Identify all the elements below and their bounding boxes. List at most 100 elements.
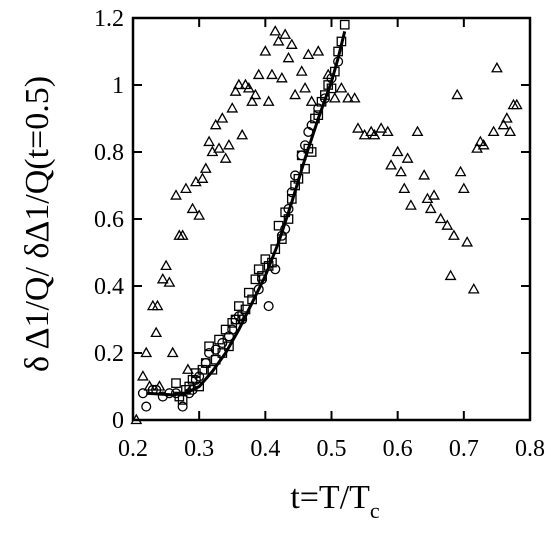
triangle-marker: [262, 95, 275, 106]
triangle-marker: [226, 102, 239, 113]
triangle-marker: [229, 85, 242, 96]
square-marker: [214, 334, 224, 345]
circle-marker: [200, 357, 211, 369]
triangle-marker: [312, 45, 325, 56]
triangle-marker: [328, 92, 341, 103]
square-marker: [240, 304, 251, 315]
circle-marker: [290, 170, 301, 181]
triangle-marker: [266, 68, 278, 80]
triangle-marker: [375, 122, 388, 133]
circle-marker: [230, 314, 241, 325]
circle-marker: [141, 401, 152, 412]
triangle-marker: [411, 125, 424, 137]
triangle-marker: [441, 219, 454, 230]
square-marker: [227, 317, 238, 328]
triangle-marker: [447, 229, 460, 240]
square-marker: [313, 110, 324, 120]
circle-marker: [147, 384, 158, 395]
square-marker: [191, 368, 201, 378]
triangle-marker: [163, 276, 176, 287]
square-marker: [300, 163, 310, 174]
circle-marker: [151, 384, 162, 395]
triangle-marker: [510, 98, 523, 110]
x-tick-label: 0.8: [515, 436, 545, 462]
square-marker: [257, 271, 267, 281]
y-axis-ticks: 0 0.2 0.4 0.6 0.8 1 1.2: [94, 6, 530, 434]
x-tick-label: 0.7: [449, 436, 479, 462]
triangle-marker: [368, 128, 381, 140]
fit-curve: [146, 31, 347, 397]
circle-marker: [270, 264, 281, 275]
triangle-marker: [418, 169, 431, 180]
circle-marker: [333, 56, 344, 67]
circle-marker: [263, 301, 274, 312]
triangle-marker: [398, 182, 411, 193]
x-tick-label: 0.3: [184, 436, 214, 462]
triangle-marker: [130, 413, 143, 425]
triangle-marker: [451, 88, 464, 100]
square-marker: [253, 264, 264, 275]
triangle-marker: [272, 35, 285, 46]
square-marker: [181, 384, 191, 395]
triangle-marker: [401, 152, 414, 163]
x-tick-label: 0.2: [118, 436, 148, 462]
circle-marker: [164, 388, 175, 399]
triangle-marker: [497, 118, 510, 130]
circle-marker: [237, 314, 248, 325]
circle-marker: [187, 384, 198, 395]
square-marker: [177, 395, 188, 405]
square-marker: [270, 244, 281, 254]
y-tick-label: 0.8: [94, 140, 124, 166]
triangle-marker: [160, 259, 172, 271]
triangle-marker: [182, 363, 194, 374]
triangle-marker: [203, 135, 216, 147]
x-tick-label: 0.4: [250, 436, 280, 462]
circle-marker: [253, 284, 264, 295]
triangle-marker: [282, 51, 295, 63]
circle-marker: [306, 120, 317, 131]
triangle-marker: [461, 236, 474, 247]
triangle-marker: [199, 162, 212, 173]
triangle-marker: [213, 142, 225, 153]
square-marker: [250, 274, 261, 285]
fit-curve-layer: [146, 31, 347, 397]
circle-marker: [313, 103, 324, 114]
circle-marker: [280, 224, 291, 235]
triangle-marker: [252, 68, 265, 80]
triangle-marker: [305, 95, 318, 106]
triangle-marker: [348, 92, 361, 103]
circle-marker: [319, 93, 330, 104]
triangle-marker: [491, 61, 503, 73]
square-marker: [306, 147, 317, 157]
data-points-layer: [130, 19, 523, 425]
circle-marker: [170, 388, 182, 399]
square-marker: [174, 391, 185, 402]
circle-marker: [217, 337, 228, 349]
triangle-marker: [166, 346, 179, 358]
x-axis-label-subscript: c: [370, 498, 380, 523]
triangle-marker: [275, 71, 288, 83]
circle-marker: [299, 140, 311, 151]
circle-marker: [190, 374, 201, 385]
triangle-marker: [299, 82, 311, 93]
circle-marker: [210, 344, 221, 355]
triangle-marker: [170, 189, 182, 200]
circle-marker: [326, 73, 337, 84]
square-marker: [247, 294, 257, 305]
triangle-marker: [246, 95, 259, 106]
triangle-marker: [500, 112, 513, 123]
circle-marker: [283, 203, 294, 215]
triangle-marker: [454, 165, 467, 177]
triangle-marker: [137, 370, 149, 381]
triangle-marker: [150, 326, 163, 338]
square-marker: [171, 378, 181, 389]
y-tick-label: 1: [112, 73, 124, 99]
triangle-marker: [395, 165, 407, 177]
circle-marker: [194, 371, 205, 382]
triangle-marker: [269, 25, 282, 36]
triangle-marker: [302, 48, 315, 59]
square-marker: [326, 83, 337, 94]
triangle-marker: [385, 159, 397, 170]
square-marker: [336, 36, 347, 47]
